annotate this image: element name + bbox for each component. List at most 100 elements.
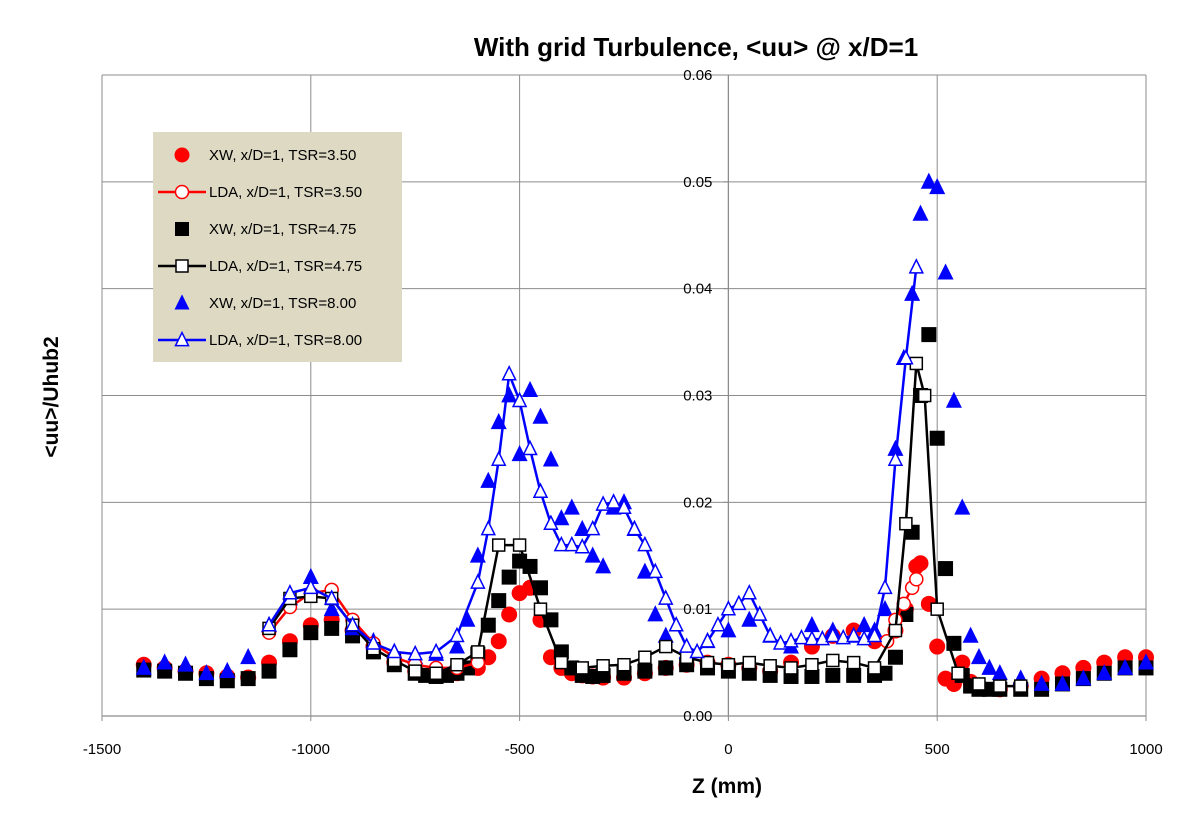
data-point	[471, 645, 485, 659]
data-point	[522, 439, 538, 456]
data-point	[574, 519, 591, 536]
data-point	[1096, 664, 1113, 681]
data-point	[921, 327, 937, 343]
data-point	[899, 516, 913, 531]
data-point	[846, 655, 861, 670]
data-point	[596, 659, 610, 673]
data-point	[763, 659, 777, 673]
data-point	[856, 615, 873, 633]
data-point	[909, 572, 924, 587]
data-point	[741, 583, 757, 600]
data-point	[912, 204, 929, 221]
data-point	[637, 663, 653, 679]
data-point	[1075, 669, 1092, 686]
data-point	[658, 660, 674, 676]
y-tick-label: 0.06	[683, 67, 712, 84]
data-point	[917, 388, 932, 403]
data-point	[491, 538, 506, 552]
data-point	[972, 677, 986, 691]
data-point	[533, 602, 548, 616]
legend-item: LDA, x/D=1, TSR=4.75	[158, 258, 362, 275]
legend-box	[153, 132, 402, 362]
data-point	[793, 628, 810, 645]
data-point	[302, 567, 319, 585]
data-point	[626, 519, 643, 536]
data-point	[595, 557, 612, 574]
series-layer	[135, 172, 1154, 698]
data-point	[970, 648, 987, 665]
data-point	[721, 657, 736, 672]
data-point	[991, 664, 1008, 681]
data-point	[720, 621, 737, 638]
data-point	[866, 626, 883, 643]
data-point	[710, 616, 726, 632]
legend-marker	[174, 330, 190, 347]
data-point	[616, 498, 632, 515]
data-point	[177, 655, 194, 672]
data-point	[261, 663, 277, 679]
data-point	[887, 649, 903, 665]
legend-item: LDA, x/D=1, TSR=8.00	[158, 330, 362, 349]
data-point	[929, 638, 946, 655]
legend-label: XW, x/D=1, TSR=3.50	[209, 147, 356, 164]
data-point	[1013, 679, 1028, 693]
x-tick-label: 0	[724, 741, 732, 758]
data-point	[240, 648, 257, 665]
data-point	[542, 450, 559, 467]
legend-marker	[174, 184, 190, 200]
data-point	[929, 430, 945, 446]
legend-label: LDA, x/D=1, TSR=4.75	[209, 258, 362, 275]
y-tick-label: 0.03	[683, 388, 712, 405]
x-tick-label: -1000	[292, 741, 330, 758]
data-point	[344, 616, 361, 632]
data-point	[282, 583, 298, 600]
data-point	[365, 634, 382, 650]
data-point	[323, 599, 340, 617]
data-point	[532, 580, 548, 596]
y-tick-label: 0.05	[683, 174, 712, 191]
data-point	[888, 623, 903, 638]
data-point	[981, 658, 998, 675]
data-point	[1033, 674, 1050, 691]
data-point	[659, 639, 673, 654]
data-point	[135, 658, 152, 675]
data-point	[554, 655, 569, 670]
legend: XW, x/D=1, TSR=3.50 LDA, x/D=1, TSR=3.50 X…	[153, 132, 402, 362]
data-point	[887, 450, 904, 466]
data-point	[219, 661, 236, 679]
legend-item: XW, x/D=1, TSR=3.50	[174, 147, 356, 164]
data-point	[835, 628, 851, 645]
data-point	[564, 535, 580, 552]
series-5	[261, 258, 925, 661]
data-point	[429, 666, 443, 681]
data-point	[595, 495, 611, 511]
legend-marker	[174, 147, 190, 163]
data-point	[689, 642, 705, 659]
legend-item: XW, x/D=1, TSR=4.75	[175, 221, 356, 238]
data-point	[678, 637, 695, 653]
x-tick-label: 500	[925, 741, 950, 758]
data-point	[647, 562, 664, 579]
data-point	[407, 644, 423, 661]
data-point	[574, 538, 590, 554]
data-point	[741, 665, 757, 681]
data-point	[742, 655, 757, 670]
data-point	[668, 616, 684, 632]
data-point	[845, 626, 862, 643]
data-point	[240, 671, 256, 687]
data-point	[1054, 674, 1071, 691]
data-point	[804, 668, 820, 684]
data-point	[752, 605, 768, 621]
data-point	[448, 637, 465, 654]
data-point	[470, 573, 486, 589]
legend-marker	[175, 222, 189, 236]
data-point	[532, 407, 549, 424]
data-point	[543, 514, 559, 531]
data-point	[617, 657, 631, 672]
data-point	[951, 666, 965, 681]
data-point	[511, 445, 528, 462]
data-point	[532, 482, 549, 499]
data-point	[867, 661, 882, 675]
legend-marker	[174, 294, 190, 310]
legend-marker	[175, 259, 189, 273]
